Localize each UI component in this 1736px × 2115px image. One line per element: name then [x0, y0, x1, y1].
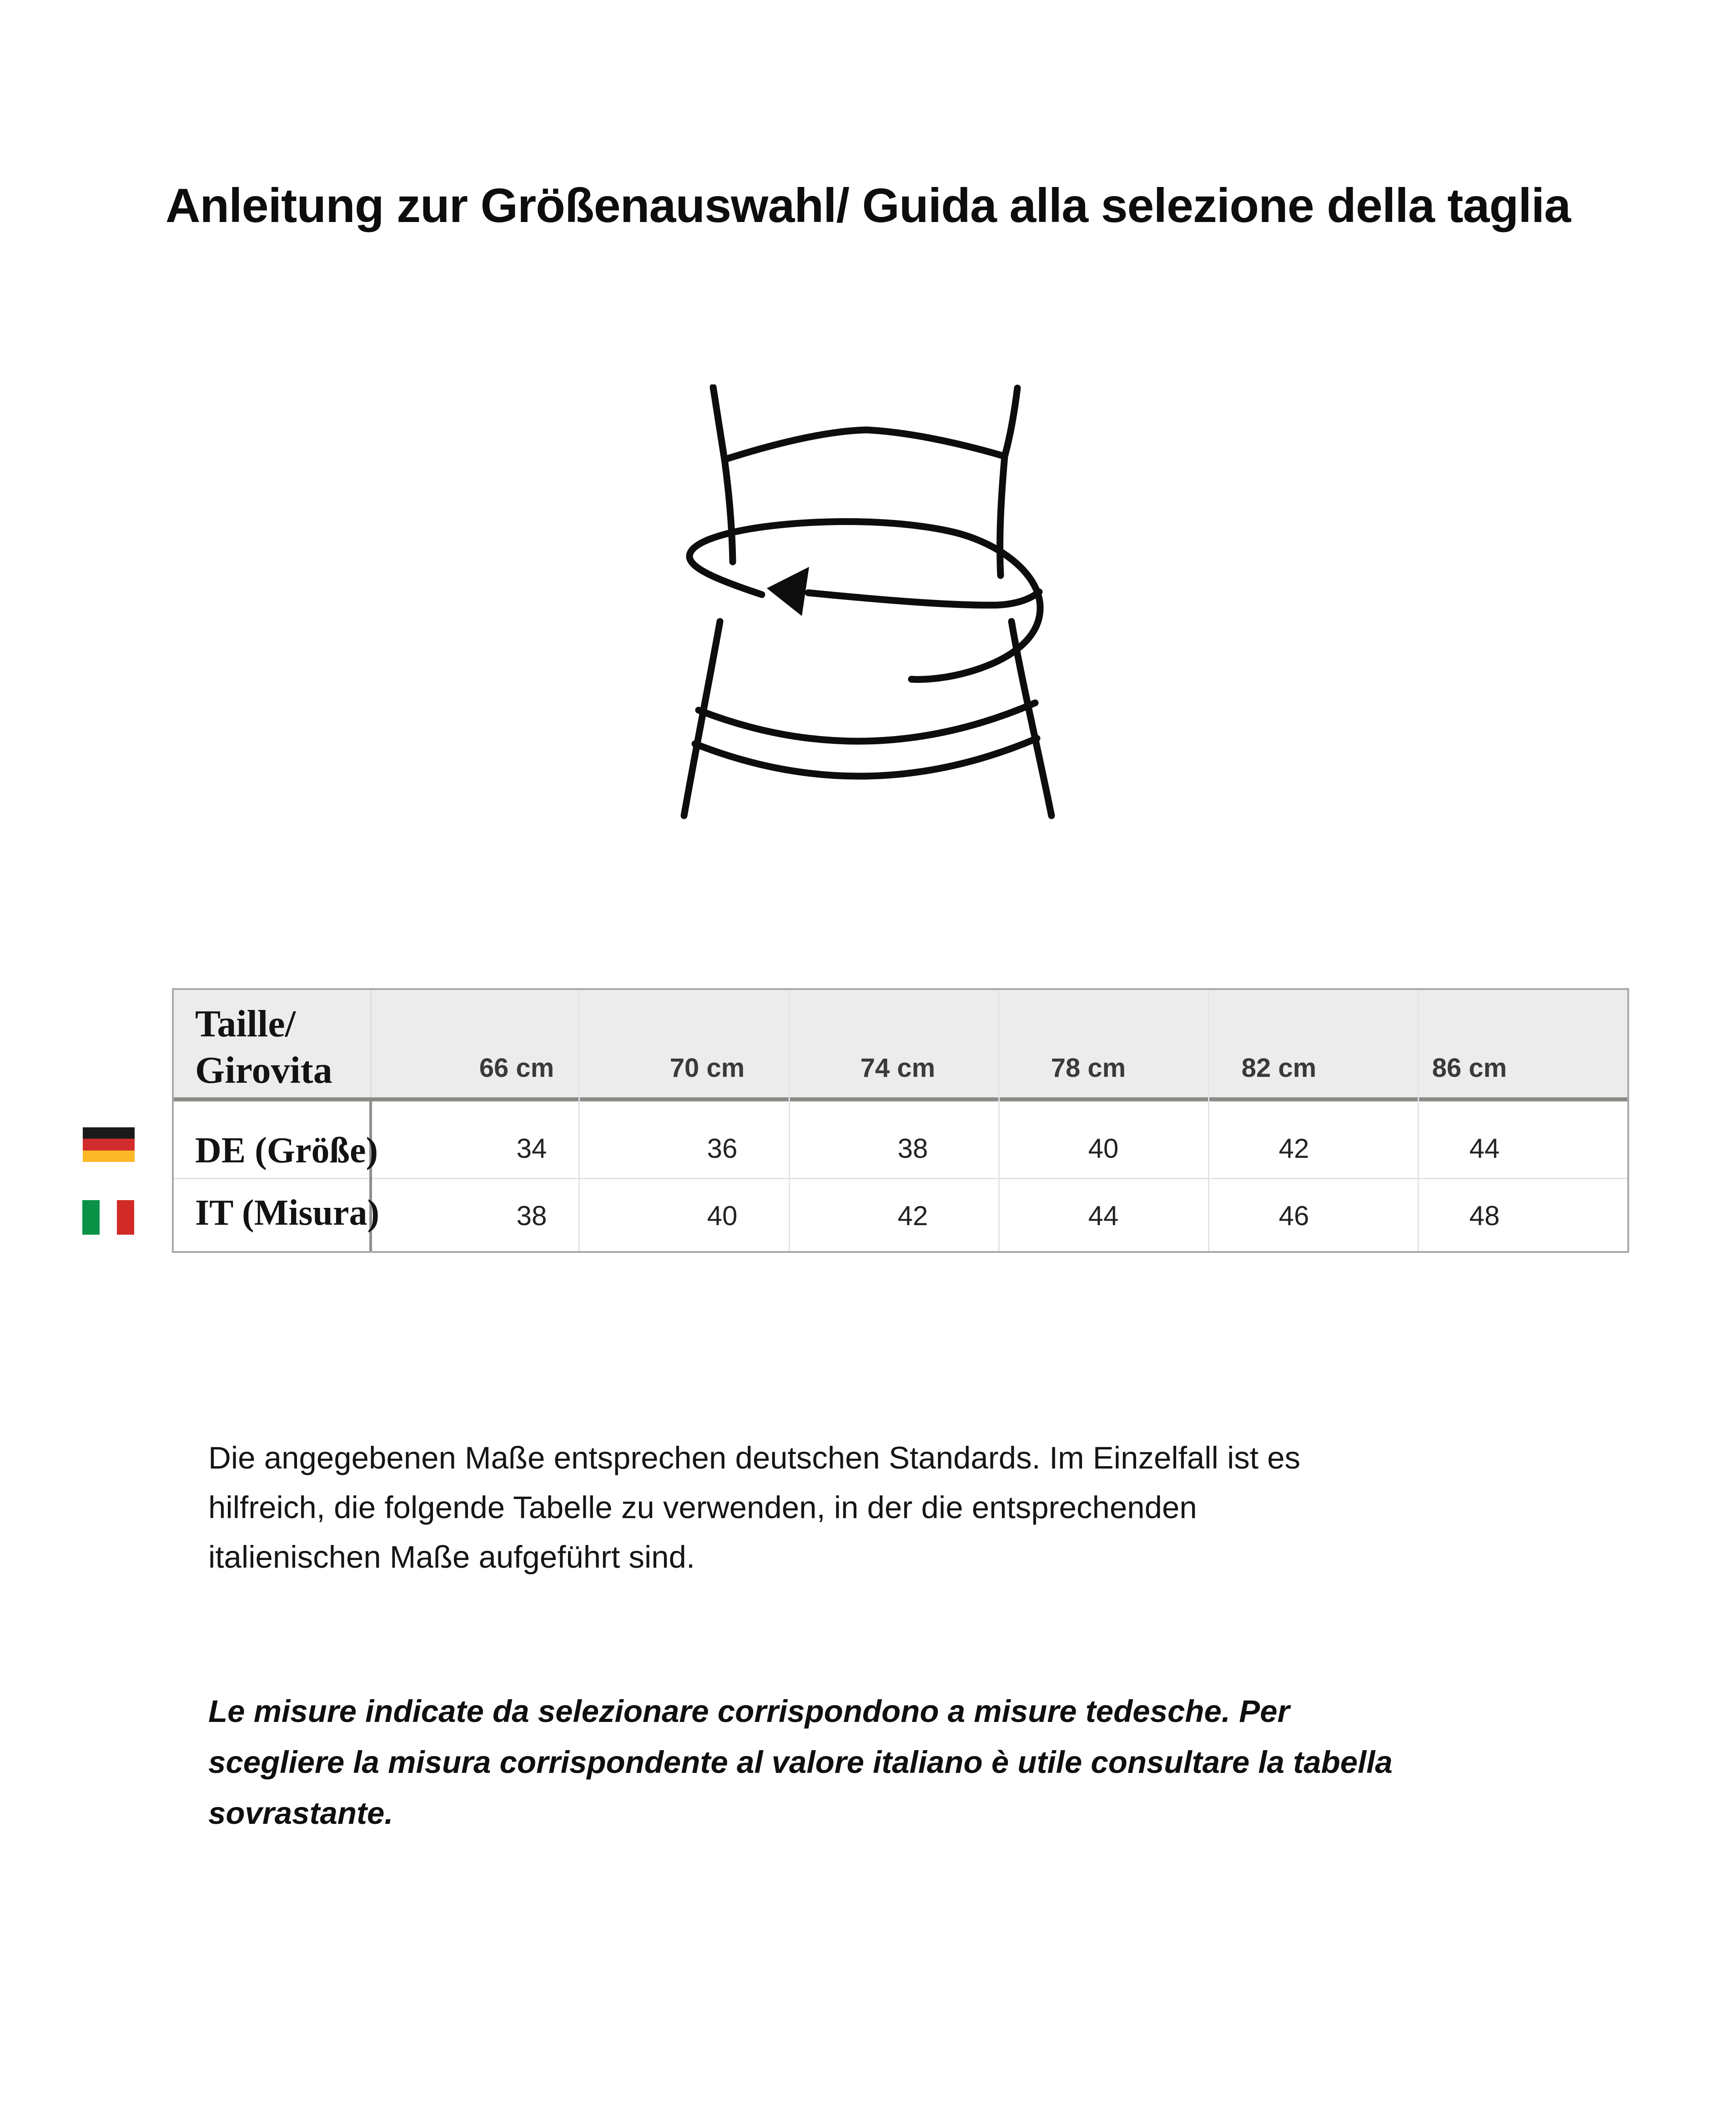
table-cell: 42 — [1278, 1133, 1309, 1164]
table-cell: 42 — [897, 1201, 928, 1231]
left-strap-line — [709, 384, 728, 463]
size-table: Taille/ Girovita 66 cm 70 cm 74 cm 78 cm… — [172, 988, 1629, 1253]
table-cell: 38 — [516, 1201, 547, 1231]
corner-header: Taille/ Girovita — [195, 1001, 332, 1094]
chest-line — [721, 426, 1008, 463]
italy-flag-white-stripe — [99, 1200, 117, 1235]
column-divider — [1208, 990, 1209, 1251]
row-label-de: DE (Größe) — [195, 1131, 378, 1171]
waist-measurement-icon — [680, 384, 1055, 819]
italy-flag-red-stripe — [116, 1200, 134, 1235]
size-table-row-divider — [174, 1178, 1627, 1179]
table-cell: 44 — [1088, 1201, 1119, 1231]
size-table-header-background — [174, 990, 1627, 1097]
table-cell: 34 — [516, 1133, 547, 1164]
german-note-line1: Die angegebenen Maße entsprechen deutsch… — [208, 1440, 1301, 1475]
italian-note-line1: Le misure indicate da selezionare corris… — [208, 1694, 1290, 1729]
italian-note-line2: scegliere la misura corrispondente al va… — [208, 1745, 1393, 1780]
column-header-82cm: 82 cm — [1241, 1053, 1317, 1083]
column-divider — [369, 1101, 372, 1251]
right-torso-side — [996, 453, 1008, 579]
italy-flag-icon — [82, 1200, 134, 1235]
german-note-line3: italienischen Maße aufgeführt sind. — [208, 1540, 695, 1575]
table-cell: 48 — [1469, 1201, 1500, 1231]
column-divider — [370, 990, 372, 1097]
row-label-it: IT (Misura) — [195, 1193, 380, 1233]
germany-flag-black-stripe — [83, 1127, 135, 1139]
page-title: Anleitung zur Größenauswahl/ Guida alla … — [165, 179, 1571, 232]
germany-flag-icon — [83, 1127, 135, 1162]
column-divider — [789, 990, 790, 1251]
left-hip-line — [680, 618, 724, 819]
italian-note: Le misure indicate da selezionare corris… — [208, 1686, 1393, 1839]
tape-arrowhead — [767, 567, 809, 616]
table-cell: 44 — [1469, 1133, 1500, 1164]
column-header-70cm: 70 cm — [669, 1053, 745, 1083]
column-divider — [579, 990, 580, 1251]
table-cell: 40 — [707, 1201, 738, 1231]
corner-header-line1: Taille/ — [195, 1003, 296, 1045]
germany-flag-red-stripe — [83, 1139, 135, 1151]
right-hip-line — [1008, 618, 1055, 819]
table-cell: 46 — [1278, 1201, 1309, 1231]
italy-flag-green-stripe — [82, 1200, 100, 1235]
column-header-78cm: 78 cm — [1051, 1053, 1126, 1083]
table-cell: 40 — [1088, 1133, 1119, 1164]
table-cell: 36 — [707, 1133, 738, 1164]
waistband-lower-line — [691, 735, 1041, 780]
left-torso-side — [721, 456, 736, 565]
waistband-upper-line — [695, 699, 1039, 745]
italian-note-line3: sovrastante. — [208, 1796, 393, 1831]
germany-flag-gold-stripe — [83, 1150, 135, 1162]
measuring-tape-loop — [686, 518, 1044, 683]
table-cell: 38 — [897, 1133, 928, 1164]
waist-measurement-figure — [678, 384, 1069, 821]
column-header-74cm: 74 cm — [860, 1053, 936, 1083]
right-strap-line — [1001, 384, 1021, 460]
column-header-86cm: 86 cm — [1432, 1053, 1507, 1083]
tape-pull-line — [805, 588, 1043, 609]
corner-header-line2: Girovita — [195, 1049, 332, 1091]
column-divider — [998, 990, 1000, 1251]
column-divider — [1418, 990, 1419, 1251]
column-header-66cm: 66 cm — [479, 1053, 554, 1083]
size-table-header-rule — [174, 1097, 1627, 1101]
german-note-line2: hilfreich, die folgende Tabelle zu verwe… — [208, 1490, 1197, 1525]
german-note: Die angegebenen Maße entsprechen deutsch… — [208, 1433, 1300, 1582]
